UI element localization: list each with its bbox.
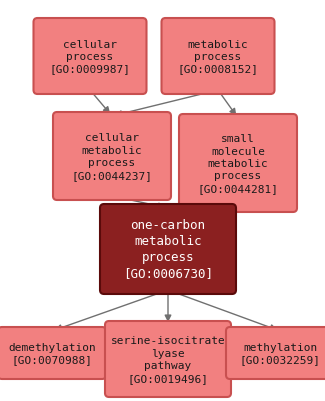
Text: one-carbon
metabolic
process
[GO:0006730]: one-carbon metabolic process [GO:0006730…	[123, 219, 213, 280]
FancyBboxPatch shape	[162, 19, 275, 95]
Text: serine-isocitrate
lyase
pathway
[GO:0019496]: serine-isocitrate lyase pathway [GO:0019…	[111, 336, 225, 383]
FancyBboxPatch shape	[100, 205, 236, 294]
FancyBboxPatch shape	[226, 327, 325, 379]
Text: metabolic
process
[GO:0008152]: metabolic process [GO:0008152]	[177, 40, 258, 74]
Text: methylation
[GO:0032259]: methylation [GO:0032259]	[240, 342, 320, 364]
FancyBboxPatch shape	[53, 113, 171, 200]
Text: cellular
metabolic
process
[GO:0044237]: cellular metabolic process [GO:0044237]	[72, 133, 152, 180]
FancyBboxPatch shape	[179, 115, 297, 213]
Text: demethylation
[GO:0070988]: demethylation [GO:0070988]	[8, 342, 96, 364]
FancyBboxPatch shape	[33, 19, 147, 95]
FancyBboxPatch shape	[105, 321, 231, 397]
FancyBboxPatch shape	[0, 327, 106, 379]
Text: cellular
process
[GO:0009987]: cellular process [GO:0009987]	[49, 40, 131, 74]
Text: small
molecule
metabolic
process
[GO:0044281]: small molecule metabolic process [GO:004…	[198, 134, 279, 193]
